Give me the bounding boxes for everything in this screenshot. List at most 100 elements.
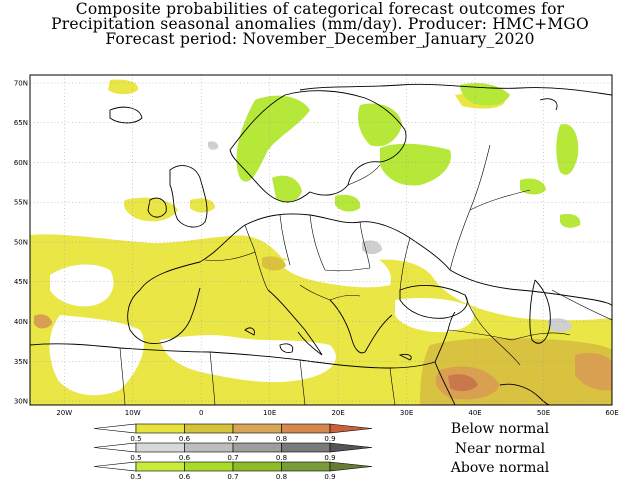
colorbar-segment (232, 423, 282, 434)
near-normal-region-north-sea (208, 141, 219, 150)
above-normal-region-denmark (335, 194, 361, 212)
colorbar-value-label: 0.7 (227, 435, 238, 443)
coastlines (30, 83, 612, 405)
colorbar-value-label: 0.8 (276, 454, 287, 462)
colorbar-segment (232, 461, 282, 472)
colorbar-segment (93, 423, 137, 434)
below-normal-region-scotland (190, 198, 215, 213)
colorbar-segment (281, 461, 331, 472)
lon-tick-label: 10W (125, 409, 141, 417)
lat-tick-label: 35N (14, 358, 28, 366)
border-line (469, 144, 491, 211)
lat-tick-label: 70N (14, 79, 28, 87)
colorbar-segment (329, 423, 373, 434)
border-line (347, 164, 381, 186)
latitude-labels: 70N 65N 60N 55N 50N 45N 40N 35N 30N (14, 79, 28, 405)
below-normal-region-central-europe-hole (280, 251, 391, 288)
near-normal-region-caspian (548, 318, 572, 333)
colorbar-segment (135, 442, 185, 453)
probability-shading (30, 79, 612, 405)
colorbar-value-label: 0.9 (324, 435, 335, 443)
coastline-russia-north (299, 83, 612, 96)
colorbar-segment (135, 461, 185, 472)
lon-tick-label: 20W (56, 409, 72, 417)
colorbar-above-normal: 0.5 0.6 0.7 0.8 0.9 (93, 461, 373, 480)
above-normal-region-urals (556, 124, 579, 175)
colorbars: 0.5 0.6 0.7 0.8 0.90.5 0.6 0.7 0.8 0.90.5 0.6 0.7 0… (93, 423, 373, 480)
coastline-iberia (127, 287, 201, 344)
lat-tick-label: 60N (14, 159, 28, 167)
colorbar-value-label: 0.7 (227, 454, 238, 462)
below-normal-region-iberia-hole (50, 264, 114, 307)
map-title-line-2: Precipitation seasonal anomalies (mm/day… (51, 15, 589, 33)
lat-tick-label: 50N (14, 238, 28, 246)
near-normal-region-ukraine (362, 240, 382, 255)
below-normal-mid-alps (262, 256, 286, 271)
lat-tick-label: 45N (14, 278, 28, 286)
colorbar-segment (184, 461, 234, 472)
lat-tick-label: 65N (14, 119, 28, 127)
above-normal-region-finland (358, 103, 402, 147)
border-line (299, 284, 361, 301)
longitude-labels: 20W 10W 0 10E 20E 30E 40E 50E 60E (56, 409, 618, 417)
colorbar-value-label: 0.5 (130, 473, 141, 480)
colorbar-value-label: 0.5 (130, 435, 141, 443)
coastline-british-isles (147, 165, 208, 228)
border-line (244, 214, 291, 266)
legend-near-normal: Near normal (454, 441, 546, 457)
lon-tick-label: 50E (537, 409, 550, 417)
lat-tick-label: 40N (14, 318, 28, 326)
colorbar-value-label: 0.6 (179, 435, 191, 443)
colorbar-segment (93, 442, 137, 453)
map-title-line-3: Forecast period: November_December_Janua… (105, 30, 535, 48)
border-line (464, 294, 521, 366)
colorbar-value-label: 0.9 (324, 473, 335, 480)
map-frame (29, 74, 613, 406)
lon-tick-label: 30E (400, 409, 413, 417)
colorbar-segment (93, 461, 137, 472)
coastline-europe-mainland (139, 213, 612, 307)
legend-above-normal: Above normal (450, 460, 550, 476)
colorbar-value-label: 0.6 (179, 454, 191, 462)
lon-tick-label: 20E (331, 409, 344, 417)
colorbar-segment (184, 423, 234, 434)
below-normal-dark-iran (575, 352, 612, 391)
below-normal-region-norway-sea (123, 197, 178, 222)
coastline-iceland (109, 106, 143, 124)
border-line (204, 251, 269, 291)
below-normal-darkest-iraq (448, 374, 478, 392)
colorbar-value-label: 0.6 (179, 473, 191, 480)
below-normal-region-caucasus-hole (475, 282, 564, 313)
lon-tick-label: 0 (199, 409, 203, 417)
colorbar-near-normal: 0.5 0.6 0.7 0.8 0.9 (93, 442, 373, 462)
colorbar-segment (184, 442, 234, 453)
colorbar-segment (281, 423, 331, 434)
colorbar-value-label: 0.7 (227, 473, 238, 480)
below-normal-region-north (108, 79, 139, 95)
border-line (551, 289, 612, 321)
below-normal-dark-atlantic (34, 314, 52, 329)
colorbar-value-label: 0.8 (276, 435, 287, 443)
coastline-italy (267, 289, 323, 356)
above-normal-region-volga (560, 214, 581, 228)
coastline-caspian (529, 279, 551, 344)
lon-tick-label: 60E (605, 409, 618, 417)
colorbar-below-normal: 0.5 0.6 0.7 0.8 0.9 (93, 423, 373, 443)
colorbar-value-label: 0.9 (324, 454, 335, 462)
below-normal-region-black-sea-hole (395, 298, 474, 333)
above-normal-region-east-russia (460, 83, 510, 106)
colorbar-segment (232, 442, 282, 453)
lon-tick-label: 10E (263, 409, 276, 417)
border-line (449, 189, 531, 271)
border-line (447, 329, 571, 341)
above-normal-region-norway (236, 95, 310, 182)
legend-below-normal: Below normal (450, 421, 550, 437)
lat-tick-label: 55N (14, 199, 28, 207)
colorbar-segment (135, 423, 185, 434)
coastline-mediterranean-islands (244, 327, 412, 361)
map-title-line-1: Composite probabilities of categorical f… (75, 0, 565, 18)
lon-tick-label: 40E (468, 409, 481, 417)
coastline-black-sea (399, 285, 468, 319)
coastline-svalbard-fragment (539, 98, 558, 111)
